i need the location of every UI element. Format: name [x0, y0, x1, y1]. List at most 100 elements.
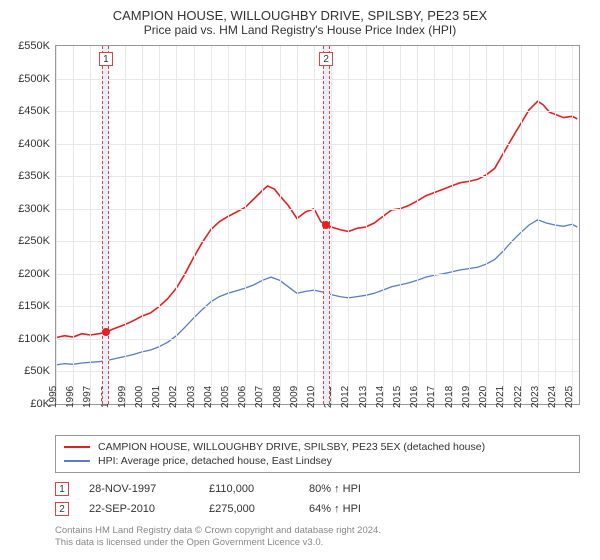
gridline-v — [572, 46, 573, 404]
gridline-v — [348, 46, 349, 404]
y-axis-label: £150K — [18, 300, 50, 312]
sale-marker-index: 1 — [99, 52, 113, 66]
y-axis-label: £200K — [18, 268, 50, 280]
sale-price: £275,000 — [209, 503, 289, 515]
sale-hpi: 64% ↑ HPI — [309, 503, 361, 515]
x-axis-label: 2025 — [564, 386, 575, 408]
x-axis-label: 2008 — [272, 386, 283, 408]
gridline-v — [503, 46, 504, 404]
attribution-footer: Contains HM Land Registry data © Crown c… — [55, 525, 580, 550]
gridline-v — [555, 46, 556, 404]
gridline-v — [469, 46, 470, 404]
gridline-v — [297, 46, 298, 404]
x-axis-label: 2004 — [203, 386, 214, 408]
sale-date: 22-SEP-2010 — [89, 503, 189, 515]
x-axis-label: 2010 — [306, 386, 317, 408]
gridline-h — [56, 306, 579, 307]
x-axis-label: 1995 — [48, 386, 59, 408]
x-axis-label: 2009 — [289, 386, 300, 408]
y-axis-label: £100K — [18, 333, 50, 345]
gridline-v — [452, 46, 453, 404]
gridline-v — [417, 46, 418, 404]
legend-swatch — [64, 446, 90, 448]
gridline-v — [366, 46, 367, 404]
chart-legend: CAMPION HOUSE, WILLOUGHBY DRIVE, SPILSBY… — [55, 435, 580, 473]
x-axis-label: 2015 — [392, 386, 403, 408]
x-axis-label: 2000 — [134, 386, 145, 408]
y-axis-label: £450K — [18, 105, 50, 117]
sale-marker-index: 2 — [319, 52, 333, 66]
chart-lines — [56, 46, 579, 404]
x-axis-label: 2017 — [426, 386, 437, 408]
gridline-v — [538, 46, 539, 404]
gridline-h — [56, 371, 579, 372]
sale-dot — [102, 328, 110, 336]
x-axis-label: 2022 — [512, 386, 523, 408]
gridline-v — [56, 46, 57, 404]
x-axis-label: 1996 — [65, 386, 76, 408]
x-axis-label: 2002 — [168, 386, 179, 408]
sale-index-box: 1 — [55, 482, 69, 496]
sale-index-box: 2 — [55, 502, 69, 516]
gridline-v — [486, 46, 487, 404]
gridline-h — [56, 144, 579, 145]
x-axis-label: 2024 — [547, 386, 558, 408]
gridline-v — [90, 46, 91, 404]
sale-marker-band — [102, 46, 109, 404]
gridline-v — [176, 46, 177, 404]
sale-row: 1 28-NOV-1997 £110,000 80% ↑ HPI — [55, 479, 580, 499]
legend-swatch — [64, 460, 90, 462]
title-line2: Price paid vs. HM Land Registry's House … — [10, 23, 590, 37]
gridline-v — [280, 46, 281, 404]
x-axis-label: 2018 — [444, 386, 455, 408]
x-axis-label: 2020 — [478, 386, 489, 408]
gridline-h — [56, 209, 579, 210]
x-axis-label: 2013 — [358, 386, 369, 408]
sale-hpi: 80% ↑ HPI — [309, 483, 361, 495]
x-axis-label: 2003 — [186, 386, 197, 408]
x-axis-label: 2007 — [254, 386, 265, 408]
legend-row: HPI: Average price, detached house, East… — [64, 454, 571, 468]
x-axis-label: 2023 — [530, 386, 541, 408]
gridline-h — [56, 79, 579, 80]
y-axis-label: £400K — [18, 138, 50, 150]
sale-date: 28-NOV-1997 — [89, 483, 189, 495]
sale-dot — [322, 221, 330, 229]
gridline-h — [56, 339, 579, 340]
legend-label: CAMPION HOUSE, WILLOUGHBY DRIVE, SPILSBY… — [98, 441, 485, 453]
x-axis-label: 2019 — [461, 386, 472, 408]
y-axis-label: £350K — [18, 170, 50, 182]
y-axis-label: £50K — [24, 365, 50, 377]
gridline-h — [56, 176, 579, 177]
gridline-v — [314, 46, 315, 404]
x-axis-label: 2012 — [340, 386, 351, 408]
x-axis-label: 2016 — [409, 386, 420, 408]
x-axis-label: 2006 — [237, 386, 248, 408]
legend-label: HPI: Average price, detached house, East… — [98, 455, 332, 467]
gridline-v — [434, 46, 435, 404]
gridline-v — [331, 46, 332, 404]
gridline-v — [142, 46, 143, 404]
x-axis-label: 2005 — [220, 386, 231, 408]
gridline-v — [228, 46, 229, 404]
x-axis-label: 2021 — [495, 386, 506, 408]
y-axis-label: £500K — [18, 73, 50, 85]
gridline-v — [400, 46, 401, 404]
gridline-h — [56, 241, 579, 242]
sale-markers-table: 1 28-NOV-1997 £110,000 80% ↑ HPI 2 22-SEP-201… — [55, 479, 580, 519]
x-axis-label: 1999 — [117, 386, 128, 408]
sale-price: £110,000 — [209, 483, 289, 495]
footer-line2: This data is licensed under the Open Gov… — [55, 537, 580, 549]
gridline-v — [262, 46, 263, 404]
y-axis-label: £550K — [18, 40, 50, 52]
sale-row: 2 22-SEP-2010 £275,000 64% ↑ HPI — [55, 499, 580, 519]
x-axis-label: 2001 — [151, 386, 162, 408]
gridline-h — [56, 274, 579, 275]
gridline-v — [159, 46, 160, 404]
gridline-v — [125, 46, 126, 404]
chart-title: CAMPION HOUSE, WILLOUGHBY DRIVE, SPILSBY… — [0, 0, 600, 39]
gridline-h — [56, 111, 579, 112]
gridline-v — [73, 46, 74, 404]
gridline-v — [521, 46, 522, 404]
series-line — [56, 101, 577, 337]
